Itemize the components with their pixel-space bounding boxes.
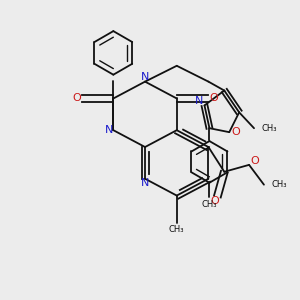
Text: CH₃: CH₃: [202, 200, 217, 209]
Text: O: O: [250, 156, 260, 166]
Text: N: N: [141, 178, 149, 188]
Text: N: N: [141, 72, 149, 82]
Text: O: O: [72, 94, 81, 103]
Text: O: O: [209, 94, 218, 103]
Text: CH₃: CH₃: [169, 225, 184, 234]
Text: O: O: [232, 127, 241, 137]
Text: CH₃: CH₃: [262, 124, 278, 133]
Text: N: N: [195, 97, 204, 106]
Text: CH₃: CH₃: [272, 180, 287, 189]
Text: O: O: [210, 196, 219, 206]
Text: N: N: [105, 125, 114, 135]
